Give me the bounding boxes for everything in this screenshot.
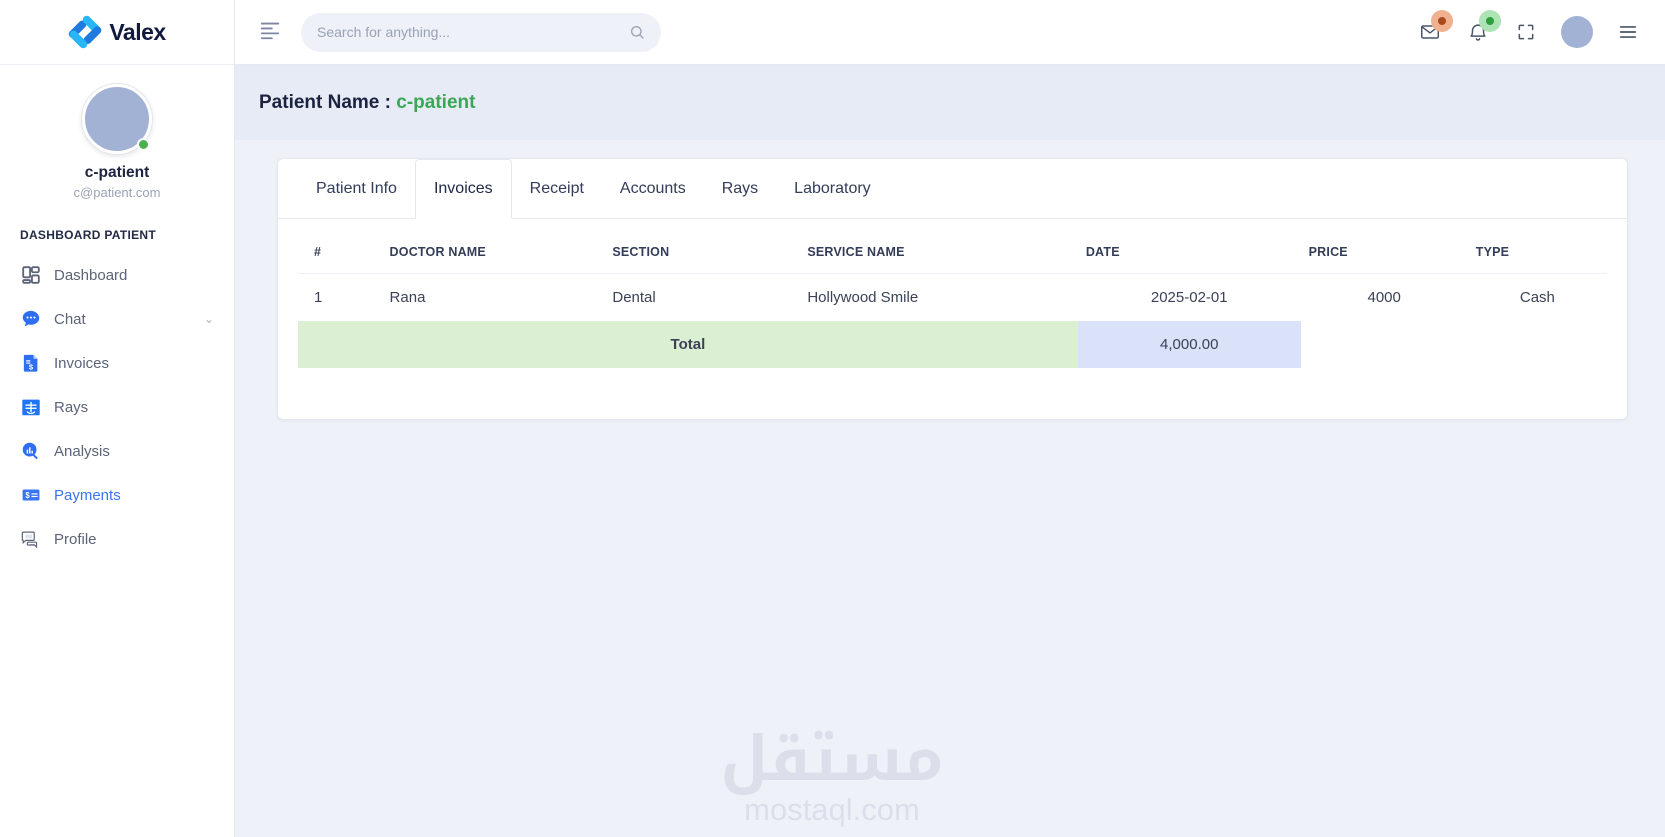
svg-text:mostaql.com: mostaql.com: [744, 792, 920, 827]
svg-text:$: $: [25, 491, 30, 500]
